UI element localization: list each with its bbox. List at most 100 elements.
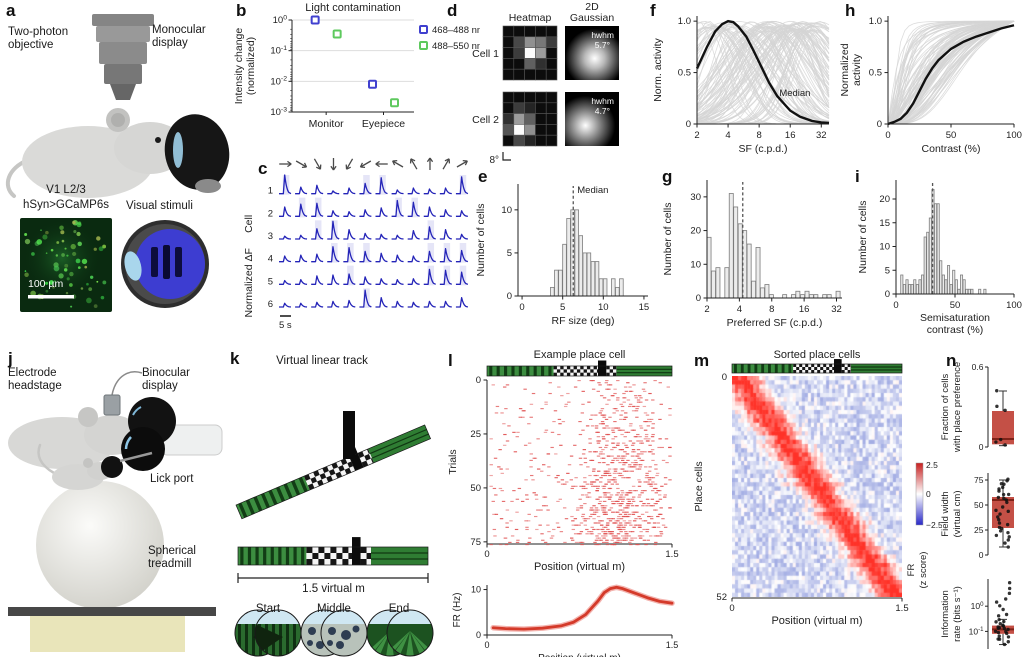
panel-c: c 1 2 3 4 5 6 Cell Normalized ΔF 5 s xyxy=(240,152,475,340)
svg-text:52: 52 xyxy=(716,592,727,603)
svg-text:2: 2 xyxy=(704,304,709,315)
view-label-middle: Middle xyxy=(317,603,351,615)
svg-text:16: 16 xyxy=(799,304,810,315)
svg-text:0: 0 xyxy=(686,119,691,130)
svg-text:1.5: 1.5 xyxy=(895,603,908,614)
svg-text:4.7°: 4.7° xyxy=(595,106,610,116)
svg-text:Gaussian: Gaussian xyxy=(570,12,615,24)
panel-i: i 0 5 10 15 20 0 50 100 Semisaturation contrast (… xyxy=(850,166,1024,336)
svg-text:(normalized): (normalized) xyxy=(245,37,257,95)
svg-text:3: 3 xyxy=(268,231,273,242)
svg-text:0: 0 xyxy=(926,489,931,499)
svg-text:hwhm: hwhm xyxy=(591,30,614,40)
direction-tuning-traces: 1 2 3 4 5 6 Cell Normalized ΔF 5 s xyxy=(243,157,469,331)
svg-text:0: 0 xyxy=(979,442,984,452)
svg-text:5.7°: 5.7° xyxy=(595,40,610,50)
place-cell-raster: Example place cell 0 25 50 75 Trials 0 1.5 Posit… xyxy=(447,349,679,657)
svg-text:32: 32 xyxy=(816,130,827,141)
svg-text:Example place cell: Example place cell xyxy=(534,349,626,361)
svg-text:4: 4 xyxy=(737,304,742,315)
svg-text:30: 30 xyxy=(690,192,701,203)
svg-text:100: 100 xyxy=(1006,130,1022,141)
lick-port-label: Lick port xyxy=(150,473,194,485)
svg-text:1: 1 xyxy=(268,186,273,197)
svg-text:5: 5 xyxy=(885,265,890,276)
svg-text:15: 15 xyxy=(639,302,650,313)
svg-text:4: 4 xyxy=(268,254,273,265)
svg-text:Normalized: Normalized xyxy=(839,43,851,96)
svg-text:25: 25 xyxy=(470,429,481,440)
view-label-end: End xyxy=(388,603,410,615)
image-title-line2: hSyn>GCaMP6s xyxy=(23,199,109,211)
svg-text:Number of cells: Number of cells xyxy=(662,203,674,276)
svg-text:Position (virtual m): Position (virtual m) xyxy=(538,653,621,657)
svg-text:Trials: Trials xyxy=(447,449,459,474)
svg-text:5: 5 xyxy=(560,302,565,313)
svg-text:0: 0 xyxy=(696,293,701,304)
ephys-setup-illustration xyxy=(8,371,223,652)
panel-j: j Electrode headstage Binocular display … xyxy=(0,345,225,657)
panel-label-m: m xyxy=(694,351,710,370)
svg-text:0: 0 xyxy=(979,550,984,560)
svg-text:50: 50 xyxy=(974,500,984,510)
panel-label-e: e xyxy=(478,167,488,186)
svg-text:10: 10 xyxy=(598,302,609,313)
svg-text:488–550 nm: 488–550 nm xyxy=(432,41,480,52)
rf-size-histogram: Median 0 5 10 0 5 10 15 RF size (deg) Number of c… xyxy=(475,184,650,327)
svg-text:2.5: 2.5 xyxy=(926,460,938,470)
panel-label-g: g xyxy=(662,167,673,186)
panel-f: f 0 0.5 1.0 2 4 8 16 32 SF (c.p.d.) Norm. activit… xyxy=(645,0,840,165)
svg-text:100: 100 xyxy=(971,601,984,611)
svg-text:4: 4 xyxy=(725,130,730,141)
track-length-label: 1.5 virtual m xyxy=(302,583,365,595)
panel-label-i: i xyxy=(855,167,860,186)
svg-text:0.6: 0.6 xyxy=(972,362,984,372)
objective-label: Two-photon objective xyxy=(8,26,69,52)
svg-text:0: 0 xyxy=(885,130,890,141)
svg-text:100: 100 xyxy=(273,14,288,26)
svg-text:0.5: 0.5 xyxy=(678,68,691,79)
svg-text:contrast (%): contrast (%) xyxy=(927,324,984,336)
view-label-start: Start xyxy=(255,603,281,615)
svg-text:Preferred SF (c.p.d.): Preferred SF (c.p.d.) xyxy=(727,317,823,329)
svg-text:5: 5 xyxy=(268,276,273,287)
panel-a: a Two-photon objective Monocular display… xyxy=(0,0,232,342)
svg-text:10: 10 xyxy=(501,205,512,216)
svg-text:0.5: 0.5 xyxy=(869,68,882,79)
svg-text:0: 0 xyxy=(729,603,734,614)
svg-text:20: 20 xyxy=(690,226,701,237)
panel-label-d: d xyxy=(447,1,458,20)
svg-text:16: 16 xyxy=(785,130,796,141)
panel-b: b 100 10-1 10-2 10-3 Monitor Eyepiece 468–488 … xyxy=(228,0,480,155)
svg-text:10: 10 xyxy=(879,242,890,253)
svg-text:Median: Median xyxy=(577,185,608,196)
svg-text:Position (virtual m): Position (virtual m) xyxy=(771,615,862,627)
binocular-display-label: Binocular display xyxy=(142,367,190,393)
panel-e: e Median 0 5 10 0 5 10 15 RF size (deg) Number of… xyxy=(468,166,663,336)
svg-text:0: 0 xyxy=(722,372,727,383)
svg-text:15: 15 xyxy=(879,218,890,229)
svg-text:2D: 2D xyxy=(585,1,599,13)
panel-h: h 0 0.5 1.0 0 50 100 Contrast (%) Normalized act… xyxy=(838,0,1024,165)
panel-label-k: k xyxy=(230,349,240,368)
virtual-track-illustration xyxy=(234,411,434,657)
panel-label-b: b xyxy=(236,1,247,20)
svg-text:25: 25 xyxy=(974,525,984,535)
svg-text:1.0: 1.0 xyxy=(869,16,882,27)
panel-k: k Virtual linear track 1.5 virtual m Sta… xyxy=(226,345,441,657)
panel-label-l: l xyxy=(448,351,453,370)
svg-text:(virtual cm): (virtual cm) xyxy=(952,491,963,538)
svg-text:0: 0 xyxy=(893,300,898,311)
svg-text:Light contamination: Light contamination xyxy=(305,2,400,14)
panel-l: l Example place cell 0 25 50 75 Trials 0 1.5 Pos… xyxy=(442,345,692,657)
svg-text:−2.5: −2.5 xyxy=(926,520,942,530)
svg-text:0: 0 xyxy=(507,291,512,302)
svg-text:Fraction of cells: Fraction of cells xyxy=(940,373,951,440)
svg-text:10-2: 10-2 xyxy=(270,76,287,88)
svg-text:50: 50 xyxy=(946,130,957,141)
svg-text:FR (Hz): FR (Hz) xyxy=(452,593,463,628)
panel-label-c: c xyxy=(258,159,268,178)
